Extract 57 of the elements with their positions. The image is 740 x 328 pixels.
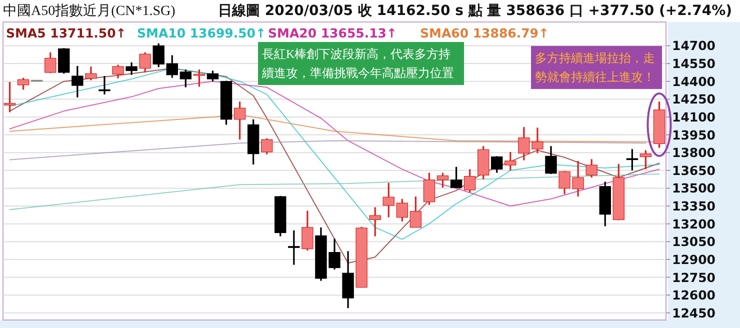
candlestick: [4, 81, 16, 114]
y-tick-label: 13950: [672, 127, 716, 142]
candlestick: [58, 47, 70, 74]
candlestick: [17, 77, 30, 90]
candlestick: [193, 68, 206, 88]
candlestick: [72, 65, 84, 98]
candlestick: [85, 66, 97, 81]
candlestick: [626, 148, 638, 172]
y-tick-label: 13200: [672, 216, 716, 232]
line-series: [9, 173, 660, 210]
y-tick-label: 12600: [672, 288, 716, 303]
y-tick-label: 12450: [672, 305, 716, 320]
candlestick: [410, 196, 422, 228]
y-tick-label: 12900: [672, 252, 716, 267]
annotation: 多方持續進場拉抬，走勢就會持續往上進攻！: [535, 51, 655, 84]
candlestick: [504, 151, 516, 172]
text: SMA5 13711.50↑: [6, 26, 126, 40]
candlestick: [586, 158, 598, 178]
candlestick: [302, 210, 314, 252]
y-tick-label: 14100: [672, 109, 716, 124]
candlestick: [166, 54, 178, 79]
y-tick-label: 14550: [672, 56, 716, 72]
candlestick: [139, 51, 151, 74]
candlestick: [288, 230, 300, 266]
candlestick: [152, 42, 164, 68]
y-tick-label: 14400: [672, 74, 716, 89]
candlestick: [396, 198, 408, 222]
chart-title: 中國A50指數近月(CN*1.SG): [3, 3, 176, 19]
candlestick: [640, 149, 652, 170]
y-tick-label: 12750: [672, 270, 716, 285]
candlestick: [206, 70, 219, 82]
candlestick: [491, 155, 503, 174]
text: SMA10 13699.50↑: [137, 26, 266, 40]
candlestick: [112, 64, 124, 80]
candlestick: [126, 62, 138, 76]
candlestick: [464, 168, 476, 194]
y-tick-label: 13800: [672, 145, 716, 160]
candlestick: [423, 172, 436, 206]
y-tick-label: 13650: [672, 162, 716, 178]
text: SMA20 13655.13↑: [268, 26, 397, 40]
chart-subtitle: 日線圖 2020/03/05 收 14162.50 s 點 量 358636 口 +377.50 (+2.74%): [218, 3, 732, 19]
candlestick: [369, 206, 381, 238]
candlestick: [234, 100, 246, 140]
y-tick-label: 14250: [672, 92, 716, 107]
annotation: 長紅K棒創下波段新高，代表多方持續進攻，準備挑戰今年高點壓力位置: [261, 47, 454, 80]
candlestick: [261, 138, 273, 156]
candlestick: [44, 51, 56, 74]
text: SMA60 13886.79↑: [420, 26, 549, 40]
candlestick: [450, 166, 462, 190]
candlestick: [382, 182, 394, 218]
candlestick: [545, 145, 557, 175]
y-tick-label: 13050: [672, 234, 716, 250]
candlestick: [436, 172, 449, 188]
y-tick-label: 13500: [672, 180, 716, 196]
candlestick: [180, 68, 192, 88]
y-tick-label: 13350: [672, 198, 716, 214]
y-tick-label: 14700: [672, 38, 716, 54]
